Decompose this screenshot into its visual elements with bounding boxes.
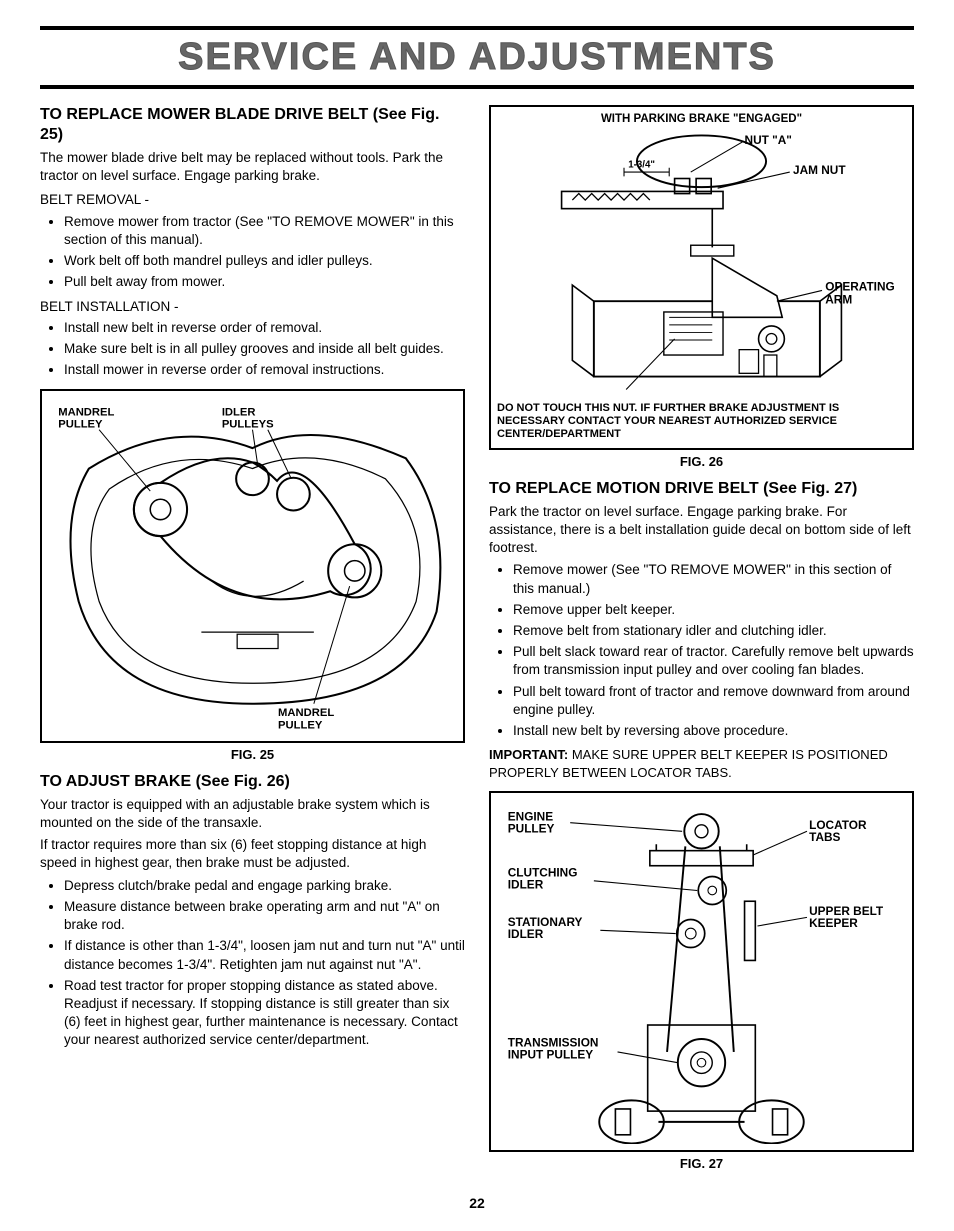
fig26-svg: NUT "A" JAM NUT 1-3/4": [497, 129, 906, 398]
fig27-label-transmission-input: TRANSMISSIONINPUT PULLEY: [508, 1036, 599, 1062]
fig25-caption: FIG. 25: [40, 747, 465, 762]
fig26-warning: DO NOT TOUCH THIS NUT. IF FURTHER BRAKE …: [497, 402, 906, 442]
list-item: Road test tractor for proper stopping di…: [64, 977, 465, 1050]
fig25-box: MANDRELPULLEY IDLERPULLEYS: [40, 389, 465, 742]
list-item: Work belt off both mandrel pulleys and i…: [64, 252, 465, 270]
list-item: Measure distance between brake operating…: [64, 898, 465, 934]
fig27-label-locator-tabs: LOCATORTABS: [809, 818, 867, 844]
fig27-label-clutching-idler: CLUTCHINGIDLER: [508, 866, 578, 892]
two-column-layout: TO REPLACE MOWER BLADE DRIVE BELT (See F…: [40, 95, 914, 1181]
section1-heading: TO REPLACE MOWER BLADE DRIVE BELT (See F…: [40, 105, 465, 145]
right-column: WITH PARKING BRAKE "ENGAGED" NUT "A" JAM…: [489, 95, 914, 1181]
fig25-label-idler: IDLERPULLEYS: [222, 407, 274, 431]
fig27-label-stationary-idler: STATIONARYIDLER: [508, 915, 583, 941]
belt-removal-label: BELT REMOVAL -: [40, 191, 465, 209]
page-title: SERVICE AND ADJUSTMENTS: [40, 36, 914, 79]
fig26-caption: FIG. 26: [489, 454, 914, 469]
top-rule: [40, 26, 914, 30]
fig26-label-jam-nut: JAM NUT: [793, 163, 846, 177]
belt-install-list: Install new belt in reverse order of rem…: [64, 319, 465, 380]
fig26-box: WITH PARKING BRAKE "ENGAGED" NUT "A" JAM…: [489, 105, 914, 450]
list-item: Install new belt by reversing above proc…: [513, 722, 914, 740]
list-item: Pull belt away from mower.: [64, 273, 465, 291]
section3-important: IMPORTANT: MAKE SURE UPPER BELT KEEPER I…: [489, 746, 914, 781]
section3-heading: TO REPLACE MOTION DRIVE BELT (See Fig. 2…: [489, 479, 914, 499]
fig26-label-operating-arm: OPERATINGARM: [825, 279, 894, 306]
list-item: Install new belt in reverse order of rem…: [64, 319, 465, 337]
fig25-svg: MANDRELPULLEY IDLERPULLEYS: [48, 397, 457, 734]
section3-intro: Park the tractor on level surface. Engag…: [489, 503, 914, 558]
section2-p1: Your tractor is equipped with an adjusta…: [40, 796, 465, 832]
list-item: Depress clutch/brake pedal and engage pa…: [64, 877, 465, 895]
section2-p2: If tractor requires more than six (6) fe…: [40, 836, 465, 872]
section2-heading: TO ADJUST BRAKE (See Fig. 26): [40, 772, 465, 792]
fig27-svg: ENGINEPULLEY CLUTCHINGIDLER STATIONARYID…: [497, 799, 906, 1143]
fig26-label-measure: 1-3/4": [628, 160, 655, 171]
fig25-label-mandrel-top: MANDRELPULLEY: [58, 407, 114, 431]
fig26-title: WITH PARKING BRAKE "ENGAGED": [497, 113, 906, 125]
list-item: Pull belt toward front of tractor and re…: [513, 683, 914, 719]
list-item: Remove belt from stationary idler and cl…: [513, 622, 914, 640]
belt-removal-list: Remove mower from tractor (See "TO REMOV…: [64, 213, 465, 292]
important-lead: IMPORTANT:: [489, 747, 568, 762]
belt-install-label: BELT INSTALLATION -: [40, 298, 465, 316]
fig27-label-engine-pulley: ENGINEPULLEY: [508, 810, 555, 836]
list-item: Pull belt slack toward rear of tractor. …: [513, 643, 914, 679]
fig25-label-mandrel-bottom: MANDRELPULLEY: [278, 707, 334, 731]
list-item: Remove upper belt keeper.: [513, 601, 914, 619]
left-column: TO REPLACE MOWER BLADE DRIVE BELT (See F…: [40, 95, 465, 1181]
section2-list: Depress clutch/brake pedal and engage pa…: [64, 877, 465, 1050]
section3-list: Remove mower (See "TO REMOVE MOWER" in t…: [513, 561, 914, 740]
fig27-caption: FIG. 27: [489, 1156, 914, 1171]
list-item: Remove mower from tractor (See "TO REMOV…: [64, 213, 465, 249]
list-item: Remove mower (See "TO REMOVE MOWER" in t…: [513, 561, 914, 597]
fig27-box: ENGINEPULLEY CLUTCHINGIDLER STATIONARYID…: [489, 791, 914, 1151]
list-item: Install mower in reverse order of remova…: [64, 361, 465, 379]
list-item: Make sure belt is in all pulley grooves …: [64, 340, 465, 358]
fig27-label-upper-belt-keeper: UPPER BELTKEEPER: [809, 905, 884, 931]
page-number: 22: [40, 1195, 914, 1211]
list-item: If distance is other than 1-3/4", loosen…: [64, 937, 465, 973]
mid-rule: [40, 85, 914, 89]
section1-intro: The mower blade drive belt may be replac…: [40, 149, 465, 185]
